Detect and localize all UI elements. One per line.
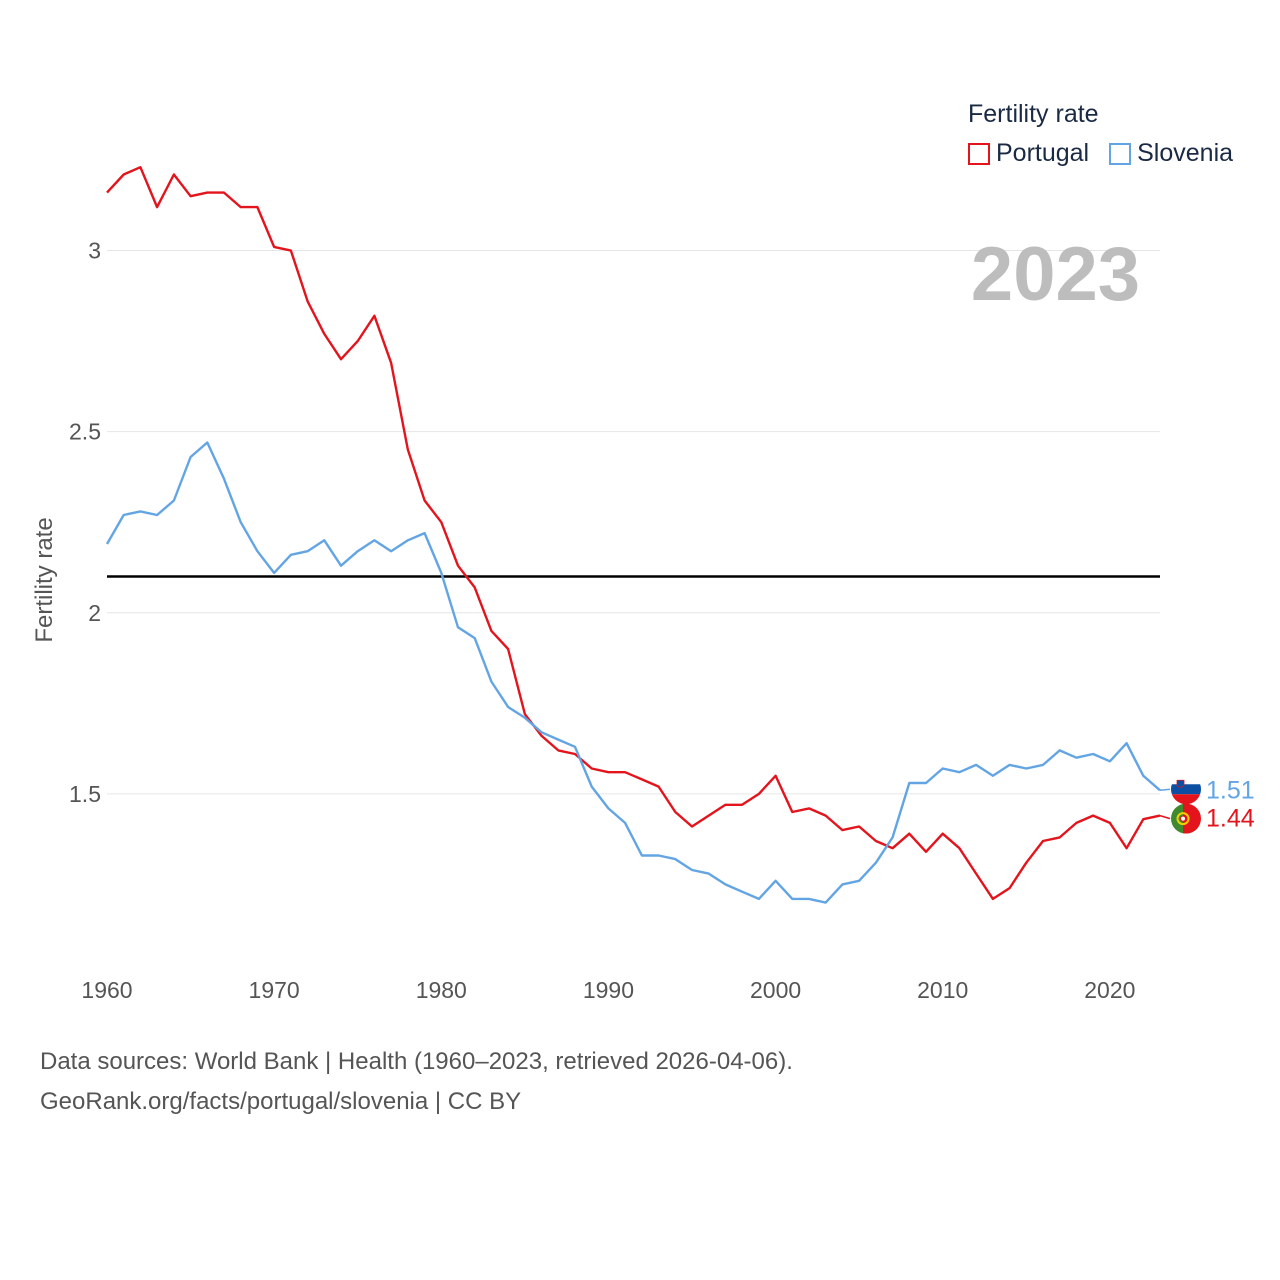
x-tick-label: 1980 [416, 977, 467, 1003]
legend-title: Fertility rate [968, 100, 1099, 128]
legend-item-portugal[interactable]: Portugal [968, 139, 1089, 168]
end-label-slovenia: 1.51 [1206, 776, 1255, 804]
x-tick-label: 2000 [750, 977, 801, 1003]
y-tick-label: 3 [88, 238, 101, 264]
y-tick-label: 2.5 [69, 419, 101, 445]
legend-swatch-portugal [968, 142, 990, 165]
x-tick-label: 1990 [583, 977, 634, 1003]
connector-portugal [1159, 814, 1171, 820]
legend-item-slovenia[interactable]: Slovenia [1109, 139, 1233, 168]
connector-slovenia [1159, 788, 1171, 792]
legend-label-portugal: Portugal [996, 139, 1090, 167]
x-tick-label: 2020 [1084, 977, 1135, 1003]
series-lines [105, 165, 1161, 904]
y-tick-label: 1.5 [69, 781, 101, 807]
source-note: Data sources: World Bank | Health (1960–… [40, 1042, 793, 1122]
end-markers: 1.511.44 [1159, 774, 1255, 834]
legend-label-slovenia: Slovenia [1137, 139, 1234, 167]
y-tick-label: 2 [88, 600, 101, 626]
source-line-1: Data sources: World Bank | Health (1960–… [40, 1048, 793, 1075]
x-axis-ticks: 1960 1970 1980 1990 2000 2010 2020 [81, 977, 1135, 1003]
end-label-portugal: 1.44 [1206, 805, 1255, 833]
slovenia-flag-icon [1171, 774, 1201, 805]
x-tick-label: 1970 [249, 977, 300, 1003]
x-tick-label: 1960 [81, 977, 132, 1003]
portugal-flag-icon [1171, 803, 1201, 834]
x-tick-label: 2010 [917, 977, 968, 1003]
legend-swatch-slovenia [1109, 142, 1132, 165]
y-axis-label: Fertility rate [31, 517, 58, 642]
legend: Fertility rate Portugal Slovenia [968, 100, 1233, 168]
grid-lines [107, 250, 1160, 795]
source-line-2: GeoRank.org/facts/portugal/slovenia | CC… [40, 1088, 522, 1115]
series-line-portugal [106, 165, 1161, 901]
year-label: 2023 [971, 232, 1140, 317]
y-axis-ticks: 1.5 2 2.5 3 [69, 238, 101, 807]
series-line-slovenia [105, 441, 1161, 904]
